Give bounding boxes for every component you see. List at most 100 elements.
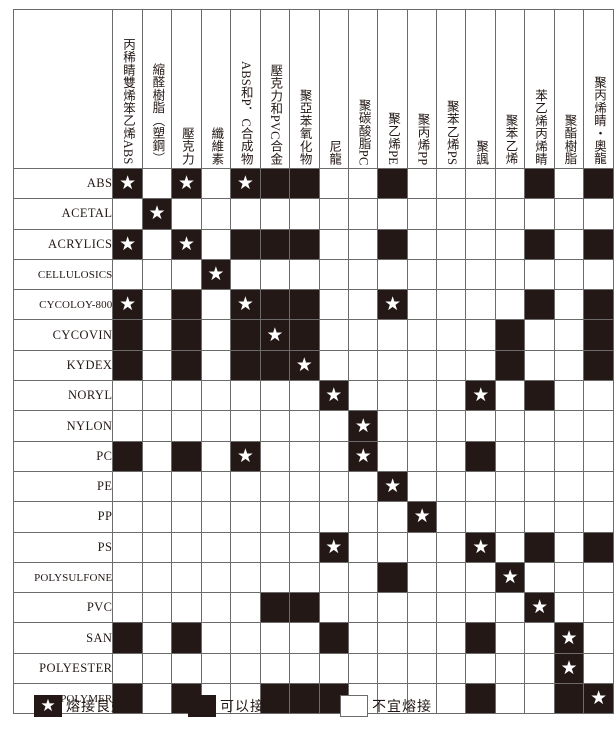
matrix-cell: [112, 561, 143, 594]
matrix-cell: [524, 228, 555, 260]
matrix-cell: [553, 683, 585, 715]
star-icon: ★: [236, 293, 254, 316]
matrix-cell: [230, 652, 261, 685]
matrix-cell: ★: [230, 289, 261, 321]
matrix-cell: ★: [406, 501, 438, 533]
matrix-row: NORYL ★ ★: [12, 380, 614, 412]
matrix-row: KYDEX ★: [12, 349, 614, 382]
star-icon: ★: [148, 202, 166, 225]
matrix-cell: [289, 531, 320, 563]
star-icon: ★: [531, 596, 549, 619]
column-header-label: 縮醛樹脂（塑鋼）: [150, 63, 165, 165]
matrix-cell: [347, 167, 379, 200]
matrix-cell: [259, 167, 291, 200]
matrix-cell: [112, 258, 143, 291]
matrix-row: ACRYLICS ★ ★: [12, 228, 614, 260]
matrix-cell: [141, 349, 173, 382]
column-header-label: 聚碳酸脂PC: [356, 98, 371, 166]
matrix-row-header-cycovin: CYCOVIN: [12, 319, 114, 351]
matrix-cell: [141, 683, 173, 715]
column-header-label: 聚酯樹脂: [562, 114, 577, 165]
matrix-column-header-san: 苯乙烯丙烯睛: [524, 9, 555, 169]
matrix-cell: [436, 410, 467, 442]
matrix-cell: [465, 349, 496, 382]
matrix-cell: [465, 561, 496, 594]
matrix-column-header-polyester: 聚酯樹脂: [553, 9, 585, 169]
matrix-corner-cell: [12, 9, 114, 169]
matrix-row-header-cellulosics: CELLULOSICS: [12, 258, 114, 291]
matrix-cell: [171, 470, 202, 503]
matrix-cell: ★: [465, 531, 496, 563]
matrix-cell: [494, 592, 526, 624]
matrix-cell: [141, 592, 173, 624]
matrix-cell: [289, 622, 320, 654]
matrix-cell: [112, 440, 143, 472]
matrix-cell: [583, 531, 614, 563]
matrix-row-header-pvc: PVC: [12, 592, 114, 624]
matrix-row: PVC ★: [12, 592, 614, 624]
matrix-cell: [494, 289, 526, 321]
matrix-cell: [318, 258, 349, 291]
matrix-cell: [259, 652, 291, 685]
matrix-cell: [171, 622, 202, 654]
legend-swatch-dark: [188, 695, 216, 717]
matrix-row-header-polysulfone: POLYSULFONE: [12, 561, 114, 594]
column-header-label: 聚苯乙烯PS: [444, 99, 459, 165]
matrix-cell: [524, 349, 555, 382]
matrix-row-header-pp: PP: [12, 501, 114, 533]
matrix-column-header-pe: 聚乙烯PE: [377, 9, 408, 169]
star-icon: ★: [236, 172, 254, 195]
matrix-cell: [318, 561, 349, 594]
star-icon: ★: [236, 444, 254, 467]
matrix-cell: [494, 258, 526, 291]
matrix-row-header-acrylics: ACRYLICS: [12, 228, 114, 260]
matrix-cell: [171, 592, 202, 624]
matrix-cell: [112, 470, 143, 503]
star-icon: ★: [560, 656, 578, 679]
column-header-label: 尼龍: [327, 139, 342, 165]
matrix-cell: [200, 380, 232, 412]
star-icon: ★: [40, 695, 56, 716]
matrix-cell: [171, 410, 202, 442]
column-header-label: 纖維素: [209, 126, 224, 165]
legend-label: 熔接良好: [66, 700, 126, 715]
matrix-cell: [289, 683, 320, 715]
matrix-cell: [524, 683, 555, 715]
matrix-cell: [583, 167, 614, 200]
column-header-label: 聚亞苯氧化物: [297, 88, 312, 165]
matrix-cell: [494, 531, 526, 563]
matrix-column-header-pp: 聚丙烯PP: [406, 9, 438, 169]
matrix-cell: [259, 470, 291, 503]
matrix-cell: [583, 380, 614, 412]
matrix-cell: [524, 622, 555, 654]
matrix-cell: [406, 561, 438, 594]
matrix-cell: [553, 167, 585, 200]
matrix-cell: [141, 652, 173, 685]
matrix-cell: [347, 289, 379, 321]
matrix-cell: [583, 652, 614, 685]
matrix-cell: ★: [171, 167, 202, 200]
star-icon: ★: [472, 384, 490, 407]
star-icon: ★: [207, 263, 225, 286]
matrix-cell: [318, 410, 349, 442]
matrix-cell: [171, 561, 202, 594]
matrix-cell: ★: [318, 531, 349, 563]
matrix-cell: [524, 258, 555, 291]
matrix-cell: [200, 501, 232, 533]
matrix-cell: [583, 592, 614, 624]
matrix-cell: [583, 228, 614, 260]
matrix-cell: [583, 410, 614, 442]
matrix-cell: [494, 380, 526, 412]
matrix-cell: [171, 531, 202, 563]
matrix-cell: [259, 349, 291, 382]
matrix-cell: [259, 380, 291, 412]
matrix-cell: [406, 319, 438, 351]
matrix-cell: [289, 289, 320, 321]
matrix-cell: [494, 683, 526, 715]
matrix-cell: [406, 228, 438, 260]
matrix-cell: [406, 289, 438, 321]
matrix-cell: [436, 228, 467, 260]
matrix-row: POLYSULFONE ★: [12, 561, 614, 594]
matrix-cell: ★: [230, 440, 261, 472]
matrix-cell: [583, 440, 614, 472]
